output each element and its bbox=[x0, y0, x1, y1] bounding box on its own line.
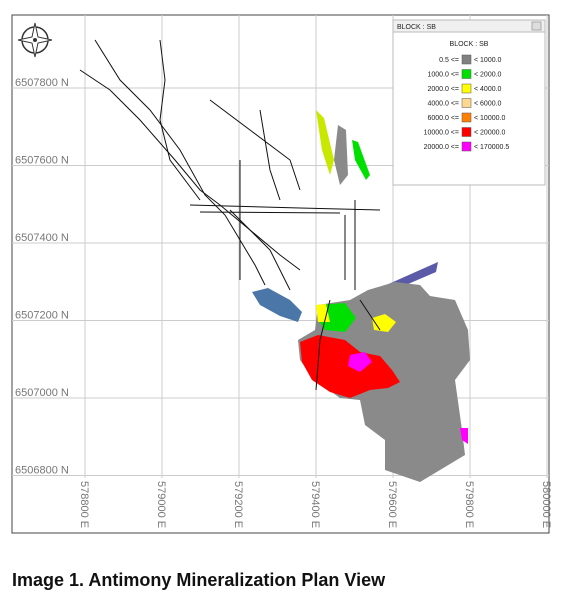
easting-label: 579000 E bbox=[155, 481, 167, 528]
legend-swatch bbox=[461, 83, 472, 94]
northing-label: 6506800 N bbox=[15, 465, 69, 477]
legend-swatch bbox=[461, 141, 472, 152]
northing-label: 6507800 N bbox=[15, 77, 69, 89]
easting-label: 578800 E bbox=[78, 481, 90, 528]
tunnel bbox=[79, 69, 301, 271]
close-button[interactable] bbox=[531, 21, 542, 31]
legend-swatch bbox=[461, 98, 472, 108]
ore-grey bbox=[334, 125, 348, 185]
legend-from: 10000.0 <= bbox=[424, 130, 459, 137]
legend-swatch bbox=[461, 112, 472, 123]
easting-label: 579800 E bbox=[463, 481, 475, 528]
legend-to: < 6000.0 bbox=[474, 101, 502, 108]
legend-to: < 10000.0 bbox=[474, 115, 505, 122]
legend-to: < 4000.0 bbox=[474, 86, 502, 93]
northing-label: 6507600 N bbox=[15, 155, 69, 167]
legend-from: 4000.0 <= bbox=[427, 101, 459, 108]
legend-titlebar bbox=[392, 19, 546, 33]
legend-rows: 0.5 <= < 1000.0 1000.0 <= < 2000.0 2000.0 <=… bbox=[424, 54, 509, 152]
legend-swatch bbox=[461, 54, 472, 65]
legend-title: BLOCK : SB bbox=[450, 41, 489, 48]
compass bbox=[17, 22, 53, 58]
ore-magenta bbox=[348, 352, 372, 372]
ore-yellow bbox=[316, 110, 334, 175]
legend-from: 20000.0 <= bbox=[424, 144, 459, 151]
easting-label: 579200 E bbox=[232, 481, 244, 528]
ore-blue bbox=[252, 288, 302, 322]
easting-label: 579600 E bbox=[386, 481, 398, 528]
tunnel bbox=[209, 99, 301, 291]
legend-from: 6000.0 <= bbox=[427, 115, 459, 122]
ore-bodies bbox=[252, 110, 470, 482]
northing-label: 6507000 N bbox=[15, 387, 69, 399]
northing-label: 6507200 N bbox=[15, 310, 69, 322]
easting-label: 580000 E bbox=[540, 481, 552, 528]
tunnel bbox=[315, 299, 381, 391]
ore-green bbox=[352, 140, 370, 180]
legend-window-title: BLOCK : SB bbox=[397, 24, 436, 31]
legend-to: < 2000.0 bbox=[474, 72, 502, 79]
easting-label: 579400 E bbox=[309, 481, 321, 528]
legend-swatch bbox=[461, 127, 472, 137]
ore-yellow bbox=[316, 304, 330, 322]
legend-to: < 170000.5 bbox=[474, 144, 509, 151]
tunnel bbox=[94, 39, 266, 286]
northing-label: 6507400 N bbox=[15, 232, 69, 244]
legend-to: < 20000.0 bbox=[474, 130, 505, 137]
caption: Image 1. Antimony Mineralization Plan Vi… bbox=[12, 570, 386, 590]
legend-to: < 1000.0 bbox=[474, 57, 502, 64]
legend-from: 1000.0 <= bbox=[427, 72, 459, 79]
ore-magenta bbox=[460, 428, 468, 444]
legend-from: 0.5 <= bbox=[439, 57, 459, 64]
legend-swatch bbox=[461, 69, 472, 79]
legend: BLOCK : SB BLOCK : SB 0.5 <= < 1000.0 1000… bbox=[392, 19, 546, 186]
legend-from: 2000.0 <= bbox=[427, 86, 459, 93]
underground-workings bbox=[79, 39, 381, 391]
tunnel bbox=[159, 39, 201, 201]
